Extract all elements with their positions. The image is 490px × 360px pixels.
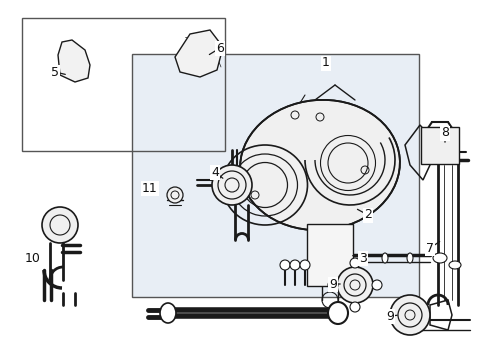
Text: 7: 7	[426, 242, 434, 255]
Text: 4: 4	[211, 166, 219, 179]
Polygon shape	[175, 30, 223, 77]
Circle shape	[350, 302, 360, 312]
Text: 8: 8	[441, 126, 449, 139]
Circle shape	[328, 280, 338, 290]
Ellipse shape	[449, 261, 461, 269]
Text: 11: 11	[142, 181, 158, 194]
Circle shape	[42, 207, 78, 243]
FancyBboxPatch shape	[307, 224, 353, 286]
Ellipse shape	[160, 303, 176, 323]
Text: 9: 9	[386, 310, 394, 323]
FancyBboxPatch shape	[421, 127, 459, 164]
Ellipse shape	[240, 100, 400, 230]
Text: 1: 1	[322, 57, 330, 69]
Ellipse shape	[407, 253, 413, 263]
Text: 9: 9	[329, 278, 337, 291]
Ellipse shape	[382, 253, 388, 263]
Ellipse shape	[433, 253, 447, 263]
Text: 2: 2	[364, 208, 372, 221]
Text: 5: 5	[51, 66, 59, 78]
Text: 3: 3	[359, 252, 367, 265]
Polygon shape	[58, 40, 90, 82]
Circle shape	[337, 267, 373, 303]
Text: 10: 10	[25, 252, 41, 265]
Circle shape	[167, 187, 183, 203]
Ellipse shape	[328, 302, 348, 324]
Circle shape	[300, 260, 310, 270]
Circle shape	[372, 280, 382, 290]
Circle shape	[350, 258, 360, 268]
FancyBboxPatch shape	[132, 54, 419, 297]
Circle shape	[212, 165, 252, 205]
Circle shape	[280, 260, 290, 270]
Circle shape	[390, 295, 430, 335]
Text: 6: 6	[216, 41, 224, 54]
Circle shape	[290, 260, 300, 270]
